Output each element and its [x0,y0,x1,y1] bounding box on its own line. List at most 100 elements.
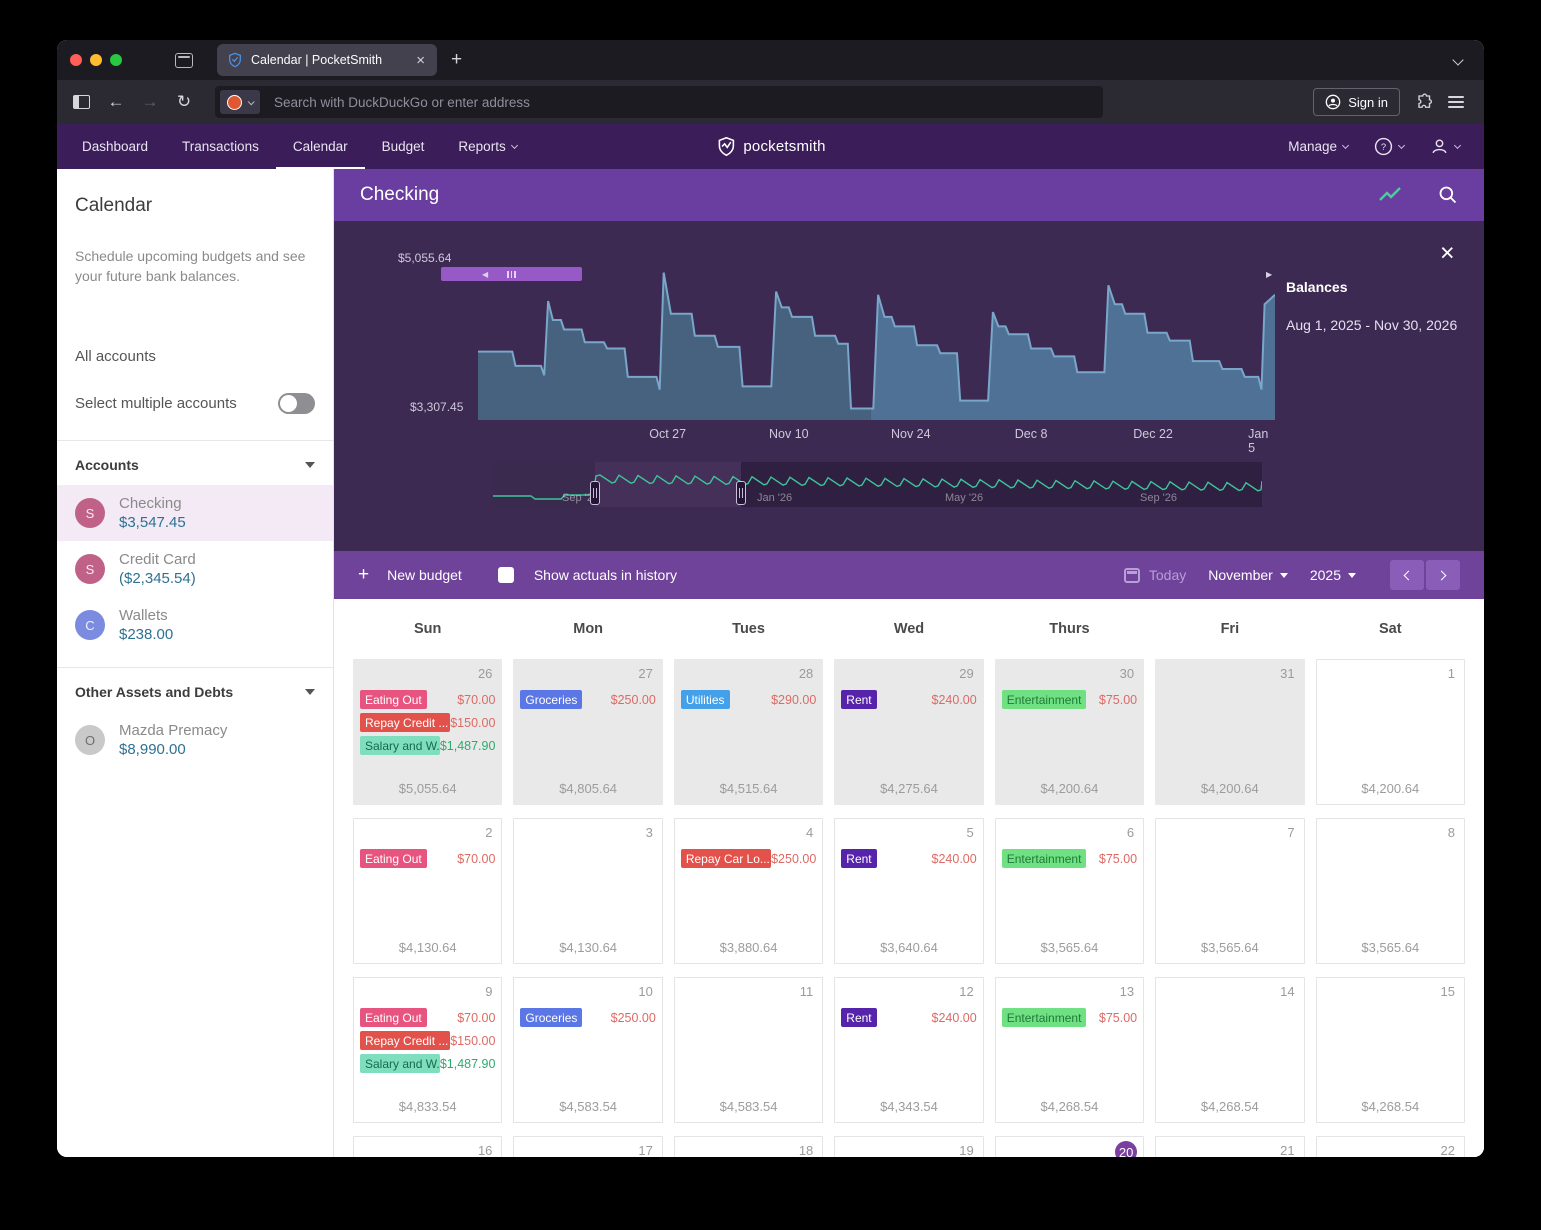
account-item-mazda-premacy[interactable]: O Mazda Premacy $8,990.00 [57,712,333,768]
account-item-wallets[interactable]: C Wallets $238.00 [57,597,333,653]
budget-event[interactable]: Utilities $290.00 [680,690,816,709]
calendar-day-19[interactable]: 19 [834,1136,984,1157]
sign-in-button[interactable]: Sign in [1313,88,1400,116]
account-item-credit-card[interactable]: S Credit Card ($2,345.54) [57,541,333,597]
nav-item-calendar[interactable]: Calendar [275,124,365,169]
scroll-right-arrow-icon[interactable]: ▶ [1266,270,1273,279]
show-actuals-checkbox[interactable] [497,567,514,583]
budget-event[interactable]: Eating Out $70.00 [360,690,495,709]
calendar-day-2[interactable]: 2 Eating Out $70.00 $4,130.64 [353,818,503,964]
calendar-day-31[interactable]: 31 $4,200.64 [1155,659,1305,805]
day-number: 29 [959,666,974,681]
budget-event[interactable]: Groceries $250.00 [520,690,656,709]
calendar-day-27[interactable]: 27 Groceries $250.00 $4,805.64 [513,659,663,805]
calendar-day-13[interactable]: 13 Entertainment $75.00 $4,268.54 [994,977,1145,1123]
calendar-day-30[interactable]: 30 Entertainment $75.00 $4,200.64 [994,659,1145,805]
minimize-window-button[interactable] [90,54,102,66]
budget-event[interactable]: Salary and W... $1,487.90 [360,736,495,755]
calendar-day-17[interactable]: 17 [513,1136,663,1157]
calendar-day-20[interactable]: 20 [994,1136,1145,1157]
scrollbar-thumb[interactable] [441,267,582,281]
calendar-day-18[interactable]: 18 [673,1136,824,1157]
scrubber-right-handle[interactable] [736,481,746,505]
calendar-day-11[interactable]: 11 $4,583.54 [673,977,824,1123]
search-engine-switcher[interactable] [220,90,260,114]
account-item-checking[interactable]: S Checking $3,547.45 [57,485,333,542]
calendar-day-1[interactable]: 1 $4,200.64 [1315,659,1465,805]
menu-icon[interactable] [1448,93,1464,111]
close-window-button[interactable] [70,54,82,66]
year-dropdown[interactable]: 2025 [1310,567,1356,583]
calendar-day-21[interactable]: 21 [1155,1136,1305,1157]
collapse-caret-icon [305,462,315,469]
nav-item-transactions[interactable]: Transactions [182,139,259,154]
calendar-day-10[interactable]: 10 Groceries $250.00 $4,583.54 [513,977,663,1123]
month-label: November [1208,567,1273,583]
budget-event[interactable]: Entertainment $75.00 [1001,1008,1137,1027]
search-icon[interactable] [1438,185,1458,205]
select-multiple-toggle[interactable] [278,393,315,415]
budget-event[interactable]: Repay Credit ... $150.00 [360,713,495,732]
zoom-window-button[interactable] [110,54,122,66]
budget-event[interactable]: Rent $240.00 [841,1008,977,1027]
budget-event[interactable]: Salary and W... $1,487.90 [360,1054,495,1073]
budget-event[interactable]: Groceries $250.00 [520,1008,656,1027]
calendar-day-14[interactable]: 14 $4,268.54 [1155,977,1305,1123]
calendar-day-8[interactable]: 8 $3,565.64 [1315,818,1465,964]
budget-event[interactable]: Repay Car Lo... $250.00 [680,849,816,868]
balance-area-chart[interactable] [478,250,1275,420]
manage-menu[interactable]: Manage [1288,139,1350,154]
calendar-day-4[interactable]: 4 Repay Car Lo... $250.00 $3,880.64 [673,818,824,964]
address-bar[interactable]: Search with DuckDuckGo or enter address [215,86,1103,118]
today-button[interactable]: Today [1123,567,1186,583]
day-number: 17 [638,1143,653,1157]
accounts-section-header[interactable]: Accounts [57,441,333,485]
account-name: Mazda Premacy [119,722,228,740]
firefox-view-icon[interactable] [175,52,193,68]
calendar-day-12[interactable]: 12 Rent $240.00 $4,343.54 [834,977,984,1123]
timeline-scrubber[interactable]: Sep '25 Jan '26 May '26 Sep '26 [493,462,1262,507]
next-month-button[interactable] [1426,560,1460,590]
calendar-day-29[interactable]: 29 Rent $240.00 $4,275.64 [834,659,984,805]
tab-close-icon[interactable]: × [416,51,425,69]
calendar-day-9[interactable]: 9 Eating Out $70.00 Repay Credit ... $150.00… [353,977,503,1123]
calendar-day-26[interactable]: 26 Eating Out $70.00 Repay Credit ... $150.0… [353,659,503,805]
list-all-tabs-icon[interactable] [1452,51,1464,69]
other-assets-section-header[interactable]: Other Assets and Debts [57,668,333,712]
extensions-icon[interactable] [1416,93,1434,111]
budget-event[interactable]: Rent $240.00 [841,690,977,709]
close-chart-icon[interactable]: × [1440,239,1455,267]
previous-month-button[interactable] [1390,560,1424,590]
calendar-day-28[interactable]: 28 Utilities $290.00 $4,515.64 [673,659,824,805]
user-menu[interactable] [1430,137,1462,156]
budget-event[interactable]: Entertainment $75.00 [1001,849,1137,868]
month-dropdown[interactable]: November [1208,567,1288,583]
nav-item-reports[interactable]: Reports [441,124,533,169]
reload-icon[interactable]: ↻ [176,92,192,111]
calendar-day-6[interactable]: 6 Entertainment $75.00 $3,565.64 [994,818,1145,964]
all-accounts-link[interactable]: All accounts [75,348,156,366]
calendar-day-3[interactable]: 3 $4,130.64 [513,818,663,964]
calendar-day-22[interactable]: 22 [1315,1136,1465,1157]
scrubber-left-handle[interactable] [590,481,600,505]
trend-chart-icon[interactable] [1378,186,1402,204]
scroll-left-arrow-icon[interactable]: ◀ [482,270,489,279]
calendar-day-16[interactable]: 16 [353,1136,503,1157]
calendar-day-15[interactable]: 15 $4,268.54 [1315,977,1465,1123]
new-tab-button[interactable]: + [451,49,463,70]
calendar-day-5[interactable]: 5 Rent $240.00 $3,640.64 [834,818,984,964]
help-menu[interactable]: ? [1374,137,1406,156]
active-tab[interactable]: Calendar | PocketSmith × [217,44,437,76]
nav-item-dashboard[interactable]: Dashboard [82,139,149,154]
budget-event[interactable]: Entertainment $75.00 [1001,690,1137,709]
forward-icon[interactable]: → [141,92,159,111]
budget-event[interactable]: Eating Out $70.00 [360,1008,495,1027]
budget-event[interactable]: Eating Out $70.00 [360,849,495,868]
calendar-day-7[interactable]: 7 $3,565.64 [1155,818,1305,964]
budget-event[interactable]: Repay Credit ... $150.00 [360,1031,495,1050]
sidebar-toggle-icon[interactable] [73,95,90,109]
nav-item-budget[interactable]: Budget [381,139,425,154]
new-budget-button[interactable]: New budget [387,567,462,583]
budget-event[interactable]: Rent $240.00 [841,849,977,868]
back-icon[interactable]: ← [107,92,125,111]
